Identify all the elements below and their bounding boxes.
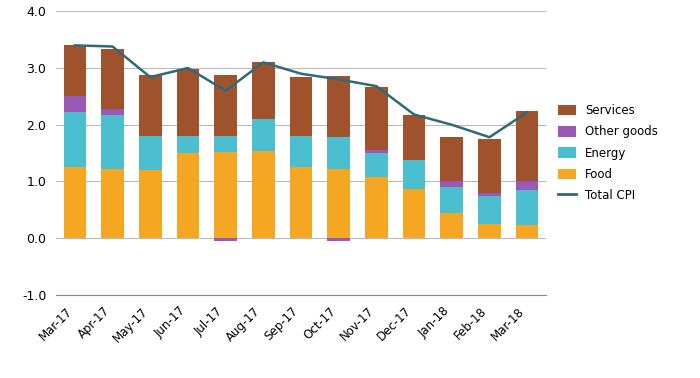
Bar [365, 152, 388, 177]
Bar [516, 181, 538, 190]
Bar [102, 110, 124, 115]
Bar [402, 160, 426, 189]
Bar [516, 110, 538, 181]
Bar [440, 181, 463, 187]
Bar [440, 187, 463, 212]
Bar [365, 87, 388, 150]
Bar [214, 75, 237, 136]
Bar [478, 193, 500, 196]
Bar [478, 139, 500, 193]
Bar [290, 167, 312, 238]
Legend: Services, Other goods, Energy, Food, Total CPI: Services, Other goods, Energy, Food, Tot… [552, 98, 664, 208]
Bar [252, 151, 274, 238]
Bar [440, 137, 463, 181]
Bar [176, 136, 200, 153]
Bar [365, 177, 388, 238]
Bar [214, 238, 237, 241]
Bar [516, 225, 538, 238]
Bar [328, 76, 350, 137]
Bar [516, 190, 538, 225]
Bar [402, 189, 426, 238]
Bar [176, 153, 200, 238]
Bar [64, 96, 86, 112]
Bar [214, 136, 237, 152]
Bar [252, 62, 274, 119]
Bar [139, 75, 162, 136]
Bar [328, 169, 350, 238]
Bar [402, 115, 426, 160]
Bar [290, 136, 312, 167]
Bar [64, 167, 86, 238]
Bar [139, 136, 162, 170]
Bar [102, 115, 124, 169]
Bar [176, 69, 200, 136]
Bar [252, 119, 274, 151]
Bar [290, 77, 312, 136]
Bar [64, 45, 86, 96]
Bar [64, 112, 86, 167]
Bar [139, 170, 162, 238]
Bar [102, 169, 124, 238]
Bar [328, 137, 350, 169]
Bar [102, 49, 124, 110]
Bar [478, 224, 500, 238]
Bar [328, 238, 350, 241]
Bar [214, 152, 237, 238]
Bar [365, 150, 388, 152]
Bar [440, 212, 463, 238]
Bar [478, 196, 500, 224]
